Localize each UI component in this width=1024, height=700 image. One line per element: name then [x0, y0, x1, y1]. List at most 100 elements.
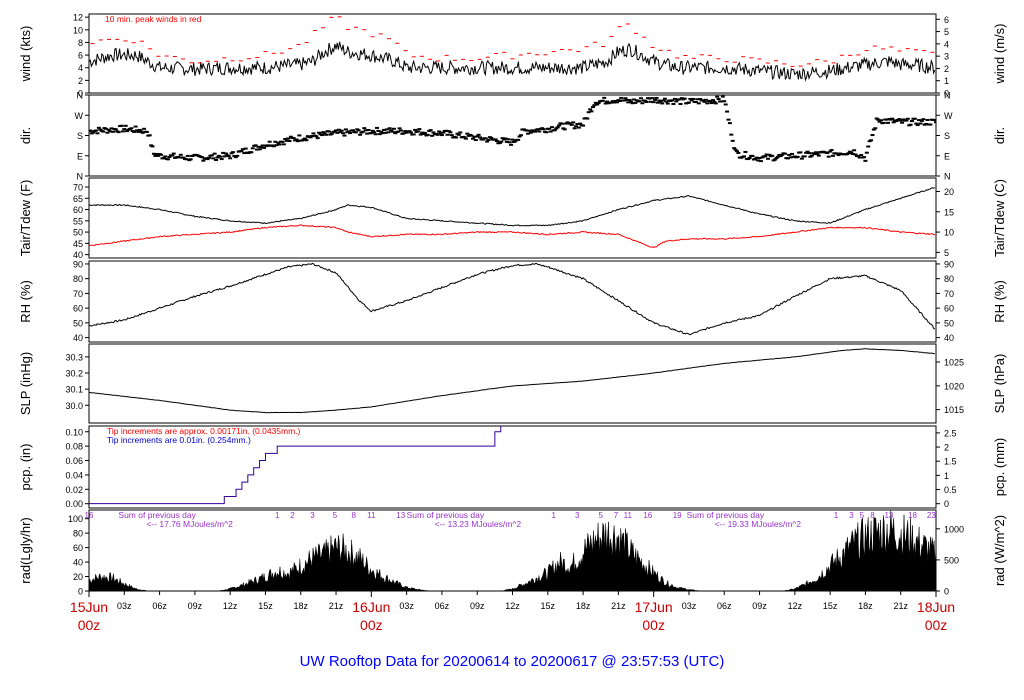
x-tick-label: 21z	[611, 601, 626, 611]
pcp-ytick-right-label: 0	[944, 499, 949, 509]
x-tick-label: 15z	[541, 601, 556, 611]
rh-ytick-right-label: 80	[944, 274, 954, 284]
wind-ytick-right-label: 5	[944, 27, 949, 37]
dir-ytick-label: N	[77, 172, 84, 182]
pcp-ytick-right-label: 1.5	[944, 457, 957, 467]
slp-ytick-label: 30.0	[65, 401, 83, 411]
pcp-ytick-right-label: 2.5	[944, 428, 957, 438]
dir-ytick-label: N	[77, 91, 84, 101]
wind-ylabel: wind (kts)	[18, 26, 33, 83]
rad-ytick-label: 0	[78, 587, 83, 597]
wind-ytick-label: 12	[73, 13, 83, 23]
panel-dir: dir. dir.N NE ES SW WN N	[18, 91, 1007, 182]
rad-hour-mark: 5	[333, 511, 338, 520]
pcp-note-red: Tip increments are approx. 0.00171in. (0…	[107, 426, 301, 436]
panel-slp: SLP (inHg) SLP (hPa) 30.0 30.1 30.2 30.3 1015 1…	[18, 343, 1007, 424]
wind-ytick-right-label: 1	[944, 76, 949, 86]
rad-hour-mark: 5	[599, 511, 604, 520]
rad-ylabel: rad(Lgly/hr)	[18, 517, 33, 583]
rad-hour-mark: 2	[290, 511, 295, 520]
rh-series-RH	[89, 262, 936, 336]
rad-hour-mark: 5	[860, 511, 865, 520]
rad-hour-mark: 16	[85, 511, 94, 520]
rad-ytick-label: 100	[68, 514, 83, 524]
rad-hour-mark: 19	[673, 511, 682, 520]
wind-ytick-label: 6	[78, 51, 83, 61]
dir-ytick-right-label: N	[944, 172, 951, 182]
x-day-time: 00z	[78, 617, 101, 633]
x-tick-label: 21z	[893, 601, 908, 611]
rad-ytick-right-label: 500	[944, 555, 959, 565]
x-tick-label: 15z	[258, 601, 273, 611]
rh-ylabel: RH (%)	[18, 280, 33, 323]
chart-title: UW Rooftop Data for 20200614 to 20200617…	[300, 653, 725, 670]
wind-ytick-label: 2	[78, 76, 83, 86]
wind-ytick-right-label: 4	[944, 39, 949, 49]
x-tick-label: 12z	[223, 601, 238, 611]
rad-series-area	[89, 510, 936, 591]
rad-hour-mark: 3	[575, 511, 580, 520]
temp-ytick-label: 70	[73, 183, 83, 193]
rh-ytick-right-label: 60	[944, 304, 954, 314]
rad-hour-mark: 23	[927, 511, 936, 520]
pcp-ytick-label: 0.10	[65, 427, 83, 437]
pcp-series-pcp	[89, 426, 502, 505]
rad-hour-mark: 13	[884, 511, 893, 520]
x-day-time: 00z	[925, 617, 948, 633]
rh-ytick-label: 50	[73, 318, 83, 328]
slp-ytick-right-label: 1025	[944, 358, 964, 368]
slp-series-SLP	[89, 348, 935, 414]
rad-hour-mark: 1	[551, 511, 556, 520]
temp-ytick-label: 45	[73, 239, 83, 249]
temp-ylabel: Tair/Tdew (F)	[18, 180, 33, 257]
x-tick-label: 03z	[682, 601, 697, 611]
pcp-ylabel-right: pcp. (mm)	[992, 438, 1007, 497]
x-tick-label: 06z	[435, 601, 450, 611]
pcp-ytick-label: 0.04	[65, 470, 83, 480]
rad-hour-mark: 11	[367, 511, 376, 520]
slp-ylabel-right: SLP (hPa)	[992, 354, 1007, 414]
wind-ytick-label: 8	[78, 38, 83, 48]
x-tick-label: 12z	[788, 601, 803, 611]
panel-rad: rad(Lgly/hr) rad (W/m^2)02040608010005001…	[18, 509, 1007, 597]
rh-ytick-label: 90	[73, 259, 83, 269]
pcp-ytick-right-label: 1	[944, 471, 949, 481]
wind-frame	[88, 13, 937, 94]
slp-frame	[88, 343, 937, 424]
rh-ytick-label: 40	[73, 333, 83, 343]
rad-hour-mark: 3	[310, 511, 315, 520]
x-day-time: 00z	[642, 617, 665, 633]
pcp-ylabel: pcp. (in)	[18, 444, 33, 491]
wind-ytick-right-label: 3	[944, 52, 949, 62]
rad-ylabel-right: rad (W/m^2)	[992, 515, 1007, 586]
rad-ytick-label: 60	[73, 543, 83, 553]
pcp-frame	[88, 425, 937, 509]
pcp-note-blue: Tip increments are 0.01in. (0.254mm.)	[107, 435, 251, 445]
x-tick-label: 09z	[470, 601, 485, 611]
temp-series-Tdew	[89, 224, 935, 249]
pcp-ytick-label: 0.06	[65, 456, 83, 466]
rh-ytick-label: 80	[73, 274, 83, 284]
rh-ytick-label: 60	[73, 304, 83, 314]
temp-ytick-label: 55	[73, 216, 83, 226]
slp-ytick-right-label: 1015	[944, 405, 964, 415]
temp-ylabel-right: Tair/Tdew (C)	[992, 179, 1007, 257]
wind-ytick-label: 4	[78, 63, 83, 73]
rad-hour-mark: 1	[275, 511, 280, 520]
temp-ytick-label: 65	[73, 194, 83, 204]
x-tick-label: 18z	[293, 601, 308, 611]
slp-ytick-label: 30.1	[65, 385, 83, 395]
pcp-ytick-label: 0.08	[65, 442, 83, 452]
rh-ytick-right-label: 50	[944, 318, 954, 328]
temp-ytick-right-label: 5	[944, 248, 949, 258]
rad-ytick-label: 20	[73, 572, 83, 582]
dir-ytick-right-label: N	[944, 91, 951, 101]
wind-ytick-label: 10	[73, 25, 83, 35]
slp-ytick-label: 30.3	[65, 352, 83, 362]
temp-ytick-right-label: 20	[944, 187, 954, 197]
x-day-label: 18Jun	[917, 599, 955, 615]
temp-ytick-label: 40	[73, 250, 83, 260]
